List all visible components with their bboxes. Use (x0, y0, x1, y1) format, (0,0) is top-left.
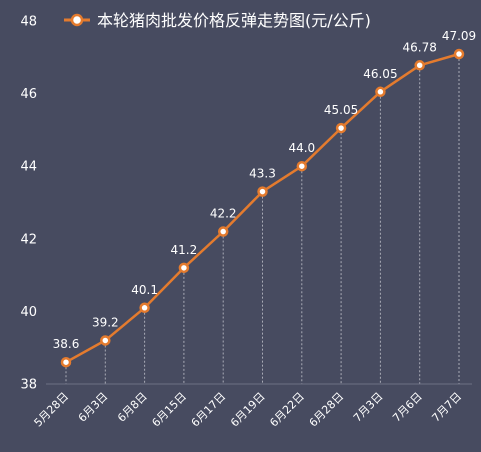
data-point-5 (257, 186, 268, 197)
y-tick-label-3: 44 (20, 160, 37, 175)
data-point-4 (217, 226, 229, 237)
droplines-group (65, 59, 460, 384)
data-label-2: 40.1 (131, 283, 158, 297)
data-point-0 (60, 356, 72, 368)
data-point-7 (335, 122, 347, 134)
data-point-10 (453, 48, 465, 60)
chart-title: 本轮猪肉批发价格反弹走势图(元/公斤) (97, 11, 371, 30)
data-point-8 (375, 86, 386, 98)
legend-marker-icon (70, 13, 84, 27)
data-label-8: 46.05 (363, 67, 397, 81)
data-label-7: 45.05 (324, 103, 358, 117)
data-label-9: 46.78 (403, 40, 437, 54)
y-tick-label-4: 46 (20, 87, 37, 102)
data-point-9 (414, 60, 425, 71)
data-label-0: 38.6 (53, 337, 80, 351)
series-group (60, 48, 465, 368)
y-tick-label-1: 40 (20, 305, 37, 320)
y-tick-label-2: 42 (20, 232, 37, 247)
data-label-5: 43.3 (249, 167, 276, 181)
data-point-2 (139, 302, 150, 314)
data-label-3: 41.2 (171, 243, 198, 257)
data-point-6 (296, 160, 308, 172)
y-tick-label-5: 48 (20, 15, 37, 30)
data-point-3 (178, 262, 190, 274)
data-label-4: 42.2 (210, 207, 237, 221)
data-labels-group: 38.6 39.2 40.1 41.2 42.2 43.3 44.0 45.05 46.05 46… (53, 29, 477, 351)
legend: 本轮猪肉批发价格反弹走势图(元/公斤) (64, 11, 371, 30)
y-axis: 38 40 42 44 46 48 (20, 15, 37, 393)
data-point-1 (100, 335, 111, 346)
data-label-10: 47.09 (442, 29, 476, 43)
data-label-6: 44.0 (288, 141, 315, 155)
data-label-1: 39.2 (92, 315, 119, 329)
y-tick-label-0: 38 (20, 378, 37, 393)
